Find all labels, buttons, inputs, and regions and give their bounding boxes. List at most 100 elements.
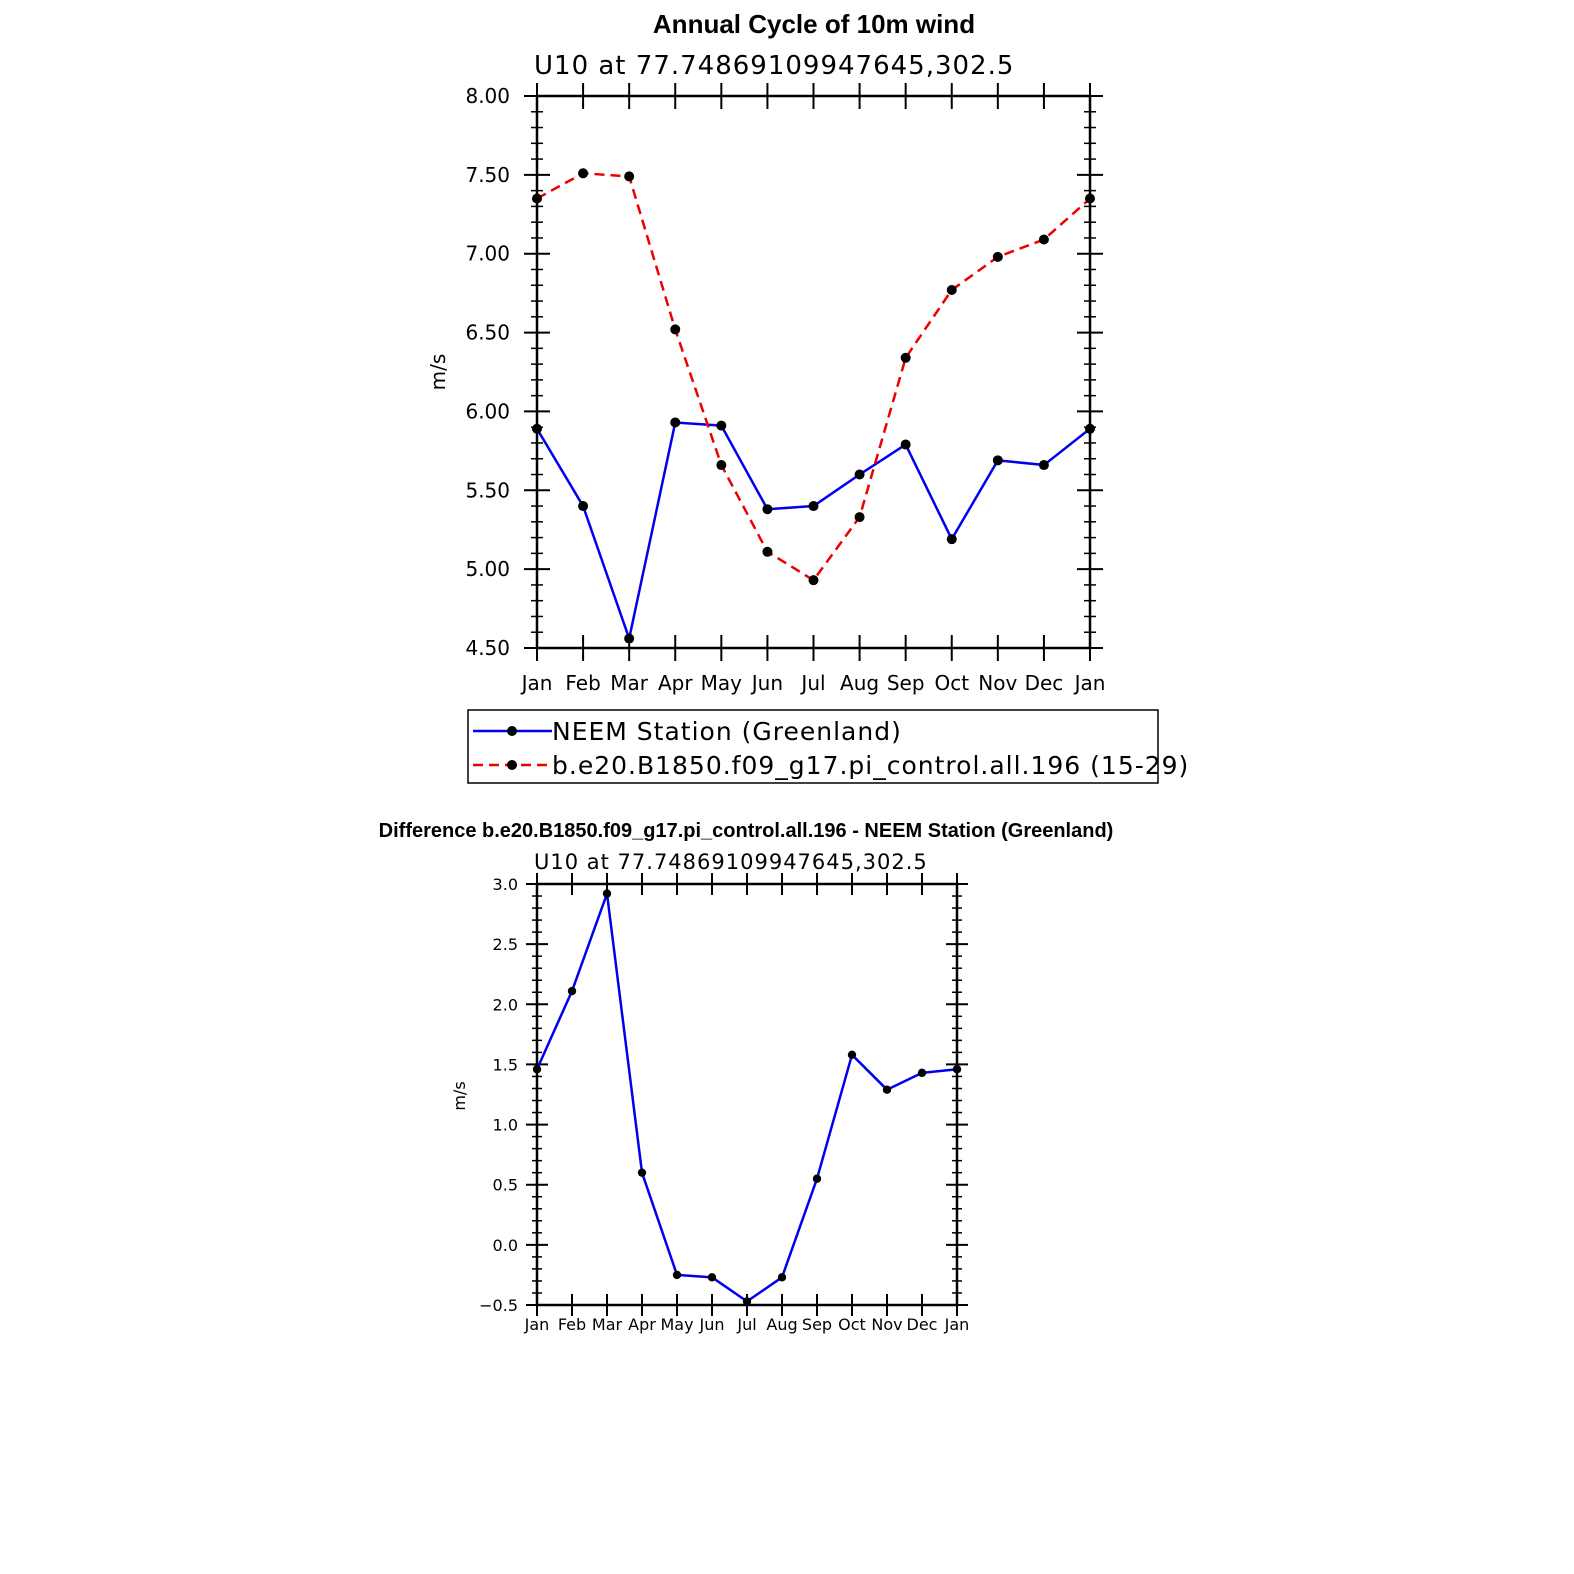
tick-marks xyxy=(524,83,1103,661)
y-tick-label: 5.50 xyxy=(465,478,510,502)
data-point xyxy=(854,512,865,523)
series-line-2 xyxy=(536,172,1091,582)
data-point xyxy=(762,504,773,515)
x-tick-label: Apr xyxy=(628,1315,656,1334)
chart-subtitle: U10 at 77.74869109947645,302.5 xyxy=(534,51,1014,81)
y-tick-label: 6.00 xyxy=(465,399,510,423)
difference-chart: Difference b.e20.B1850.f09_g17.pi_contro… xyxy=(379,820,1114,1334)
data-point xyxy=(882,1085,892,1094)
data-point xyxy=(578,501,589,512)
x-tick-label: Nov xyxy=(871,1315,902,1334)
x-tick-label: Oct xyxy=(934,671,969,695)
data-point xyxy=(946,284,957,295)
y-tick-label: 1.5 xyxy=(493,1055,518,1074)
x-tick-label: Jul xyxy=(736,1315,756,1334)
x-tick-label: Jun xyxy=(750,671,783,695)
tick-marks xyxy=(526,873,968,1316)
legend-label-neem: NEEM Station (Greenland) xyxy=(552,717,902,746)
data-point xyxy=(946,534,957,545)
x-tick-label: Jul xyxy=(799,671,825,695)
y-tick-label: 7.50 xyxy=(465,163,510,187)
data-point xyxy=(777,1273,787,1282)
x-tick-label: Sep xyxy=(887,671,925,695)
x-tick-label: Dec xyxy=(907,1315,938,1334)
y-tick-label: 0.5 xyxy=(493,1176,518,1195)
data-point xyxy=(762,546,773,557)
data-point xyxy=(672,1270,682,1280)
data-point xyxy=(578,168,589,179)
data-point xyxy=(847,1050,857,1060)
x-tick-label: Mar xyxy=(592,1315,623,1334)
x-tick-label: Jan xyxy=(1073,671,1106,695)
x-tick-label: Jun xyxy=(699,1315,725,1334)
x-tick-label: Oct xyxy=(838,1315,866,1334)
data-point xyxy=(812,1174,822,1183)
y-tick-label: 5.00 xyxy=(465,557,510,581)
y-tick-labels: 4.50 5.00 5.50 6.00 6.50 7.00 7.50 8.00 xyxy=(465,84,510,660)
x-tick-label: Feb xyxy=(558,1315,586,1334)
series-line-1 xyxy=(535,421,1091,640)
x-tick-label: Nov xyxy=(978,671,1017,695)
legend: NEEM Station (Greenland) b.e20.B1850.f09… xyxy=(467,709,1189,784)
y-tick-label: 1.0 xyxy=(493,1116,518,1135)
x-tick-label: Sep xyxy=(802,1315,832,1334)
data-point xyxy=(1038,234,1049,245)
data-point xyxy=(1038,460,1049,471)
data-point xyxy=(808,575,819,586)
x-tick-label: Jan xyxy=(520,671,553,695)
data-point xyxy=(992,455,1003,466)
y-tick-label: 8.00 xyxy=(465,84,510,108)
y-axis-label: m/s xyxy=(426,354,450,391)
data-point xyxy=(670,417,681,428)
x-tick-label: Aug xyxy=(840,671,879,695)
x-tick-label: Feb xyxy=(565,671,600,695)
x-tick-label: Mar xyxy=(610,671,649,695)
data-point xyxy=(637,1168,647,1177)
data-point xyxy=(567,986,577,996)
series-layer xyxy=(532,889,962,1306)
x-tick-labels: Jan Feb Mar Apr May Jun Jul Aug Sep Oct Nov Dec Jan xyxy=(520,671,1106,695)
x-tick-label: Jan xyxy=(524,1315,550,1334)
chart-title: Annual Cycle of 10m wind xyxy=(653,9,975,39)
x-tick-label: May xyxy=(701,671,743,695)
data-point xyxy=(716,460,727,471)
y-tick-labels: −0.5 0.0 0.5 1.0 1.5 2.0 2.5 3.0 xyxy=(479,875,518,1315)
y-tick-label: 2.5 xyxy=(493,935,518,954)
legend-marker-model xyxy=(507,760,517,770)
chart-subtitle: U10 at 77.74869109947645,302.5 xyxy=(534,850,928,874)
data-point xyxy=(670,324,681,335)
data-point xyxy=(716,420,727,431)
x-tick-label: Jan xyxy=(944,1315,970,1334)
x-tick-label: Apr xyxy=(658,671,693,695)
data-point xyxy=(742,1297,752,1306)
series-line-1 xyxy=(535,892,958,1303)
annual-cycle-chart: Annual Cycle of 10m wind U10 at 77.74869… xyxy=(426,9,1105,695)
plot-frame xyxy=(535,94,1092,650)
y-tick-label: 7.00 xyxy=(465,242,510,266)
data-point xyxy=(917,1068,927,1078)
data-point xyxy=(808,501,819,512)
x-tick-label: May xyxy=(660,1315,693,1334)
data-point xyxy=(602,889,612,898)
legend-label-model: b.e20.B1850.f09_g17.pi_control.all.196 (… xyxy=(552,751,1189,780)
y-tick-label: 2.0 xyxy=(493,995,518,1014)
chart-title: Difference b.e20.B1850.f09_g17.pi_contro… xyxy=(379,820,1114,842)
data-point xyxy=(900,352,911,363)
x-tick-label: Dec xyxy=(1025,671,1064,695)
plot-frame xyxy=(535,882,959,1307)
y-tick-label: 4.50 xyxy=(465,636,510,660)
data-point xyxy=(624,633,635,644)
data-point xyxy=(707,1273,717,1282)
x-tick-label: Aug xyxy=(766,1315,797,1334)
series-layer xyxy=(532,168,1095,644)
legend-box xyxy=(467,709,1159,784)
y-tick-label: 0.0 xyxy=(493,1236,518,1255)
data-point xyxy=(624,171,635,182)
y-axis-label: m/s xyxy=(450,1081,469,1110)
y-tick-label: −0.5 xyxy=(479,1296,518,1315)
data-point xyxy=(992,251,1003,262)
legend-marker-neem xyxy=(507,726,517,736)
data-point xyxy=(900,439,911,450)
x-tick-labels: Jan Feb Mar Apr May Jun Jul Aug Sep Oct Nov Dec Jan xyxy=(524,1315,970,1334)
